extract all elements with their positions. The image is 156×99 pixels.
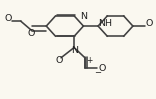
Text: N: N xyxy=(80,12,87,21)
Text: N: N xyxy=(71,46,78,55)
Text: −: − xyxy=(94,68,101,77)
Text: NH: NH xyxy=(98,19,112,28)
Text: O: O xyxy=(98,64,105,73)
Text: O: O xyxy=(145,19,153,28)
Text: O: O xyxy=(28,29,35,38)
Text: O: O xyxy=(4,14,12,23)
Text: +: + xyxy=(87,56,93,65)
Text: O: O xyxy=(56,56,63,65)
